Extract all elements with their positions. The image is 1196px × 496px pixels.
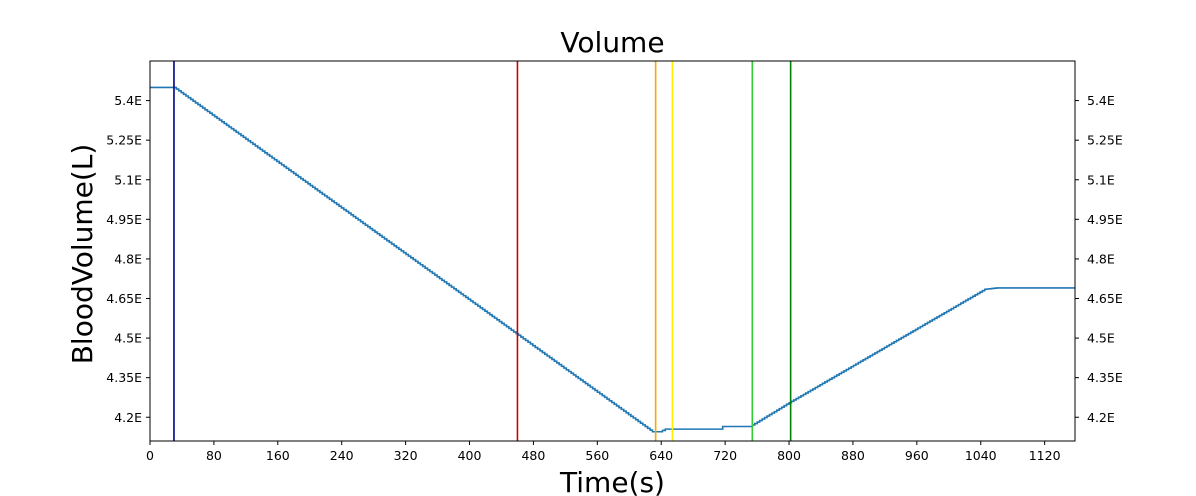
x-tick-label: 240: [330, 448, 354, 463]
x-tick-label: 880: [841, 448, 865, 463]
x-tick-label: 80: [206, 448, 222, 463]
y-tick-label-right: 4.65E: [1087, 291, 1123, 306]
x-tick-label: 800: [777, 448, 801, 463]
x-tick-label: 720: [713, 448, 737, 463]
plot-area: [150, 61, 1075, 441]
y-tick-label-left: 5.25E: [106, 133, 142, 148]
y-tick-label-right: 4.95E: [1087, 212, 1123, 227]
x-axis: 0 80 160 240 320 400 480 560 640 720 800 880 960 1040…: [146, 441, 1061, 463]
y-tick-label-left: 5.1E: [114, 172, 142, 187]
x-tick-label: 160: [266, 448, 290, 463]
y-tick-label-right: 4.35E: [1087, 370, 1123, 385]
y-tick-label-right: 4.8E: [1087, 251, 1115, 266]
x-tick-label: 1120: [1029, 448, 1061, 463]
x-tick-label: 320: [394, 448, 418, 463]
chart-title: Volume: [560, 26, 664, 59]
y-tick-label-right: 4.2E: [1087, 410, 1115, 425]
x-tick-label: 0: [146, 448, 154, 463]
plot-frame: [149, 60, 1076, 442]
series-line-0: [150, 86, 1075, 433]
y-tick-label-left: 5.4E: [114, 93, 142, 108]
y-tick-label-left: 4.8E: [114, 251, 142, 266]
y-tick-label-right: 5.1E: [1087, 172, 1115, 187]
x-tick-label: 640: [649, 448, 673, 463]
x-tick-label: 400: [458, 448, 482, 463]
y-axis-right: 4.2E 4.35E 4.5E 4.65E 4.8E 4.95E 5.1E 5.25E 5.4E: [1075, 93, 1123, 425]
x-tick-label: 960: [905, 448, 929, 463]
y-tick-label-right: 5.25E: [1087, 133, 1123, 148]
x-tick-label: 560: [585, 448, 609, 463]
y-tick-label-left: 4.5E: [114, 331, 142, 346]
x-tick-label: 480: [521, 448, 545, 463]
y-tick-label-left: 4.95E: [106, 212, 142, 227]
y-tick-label-right: 5.4E: [1087, 93, 1115, 108]
x-axis-label: Time(s): [559, 466, 665, 496]
y-tick-label-left: 4.2E: [114, 410, 142, 425]
y-tick-label-left: 4.65E: [106, 291, 142, 306]
y-axis-label: BloodVolume(L): [66, 144, 99, 365]
y-axis-left: 4.2E 4.35E 4.5E 4.65E 4.8E 4.95E 5.1E 5.25E 5.4E: [106, 93, 150, 425]
y-tick-label-right: 4.5E: [1087, 331, 1115, 346]
x-tick-label: 1040: [965, 448, 997, 463]
y-tick-label-left: 4.35E: [106, 370, 142, 385]
